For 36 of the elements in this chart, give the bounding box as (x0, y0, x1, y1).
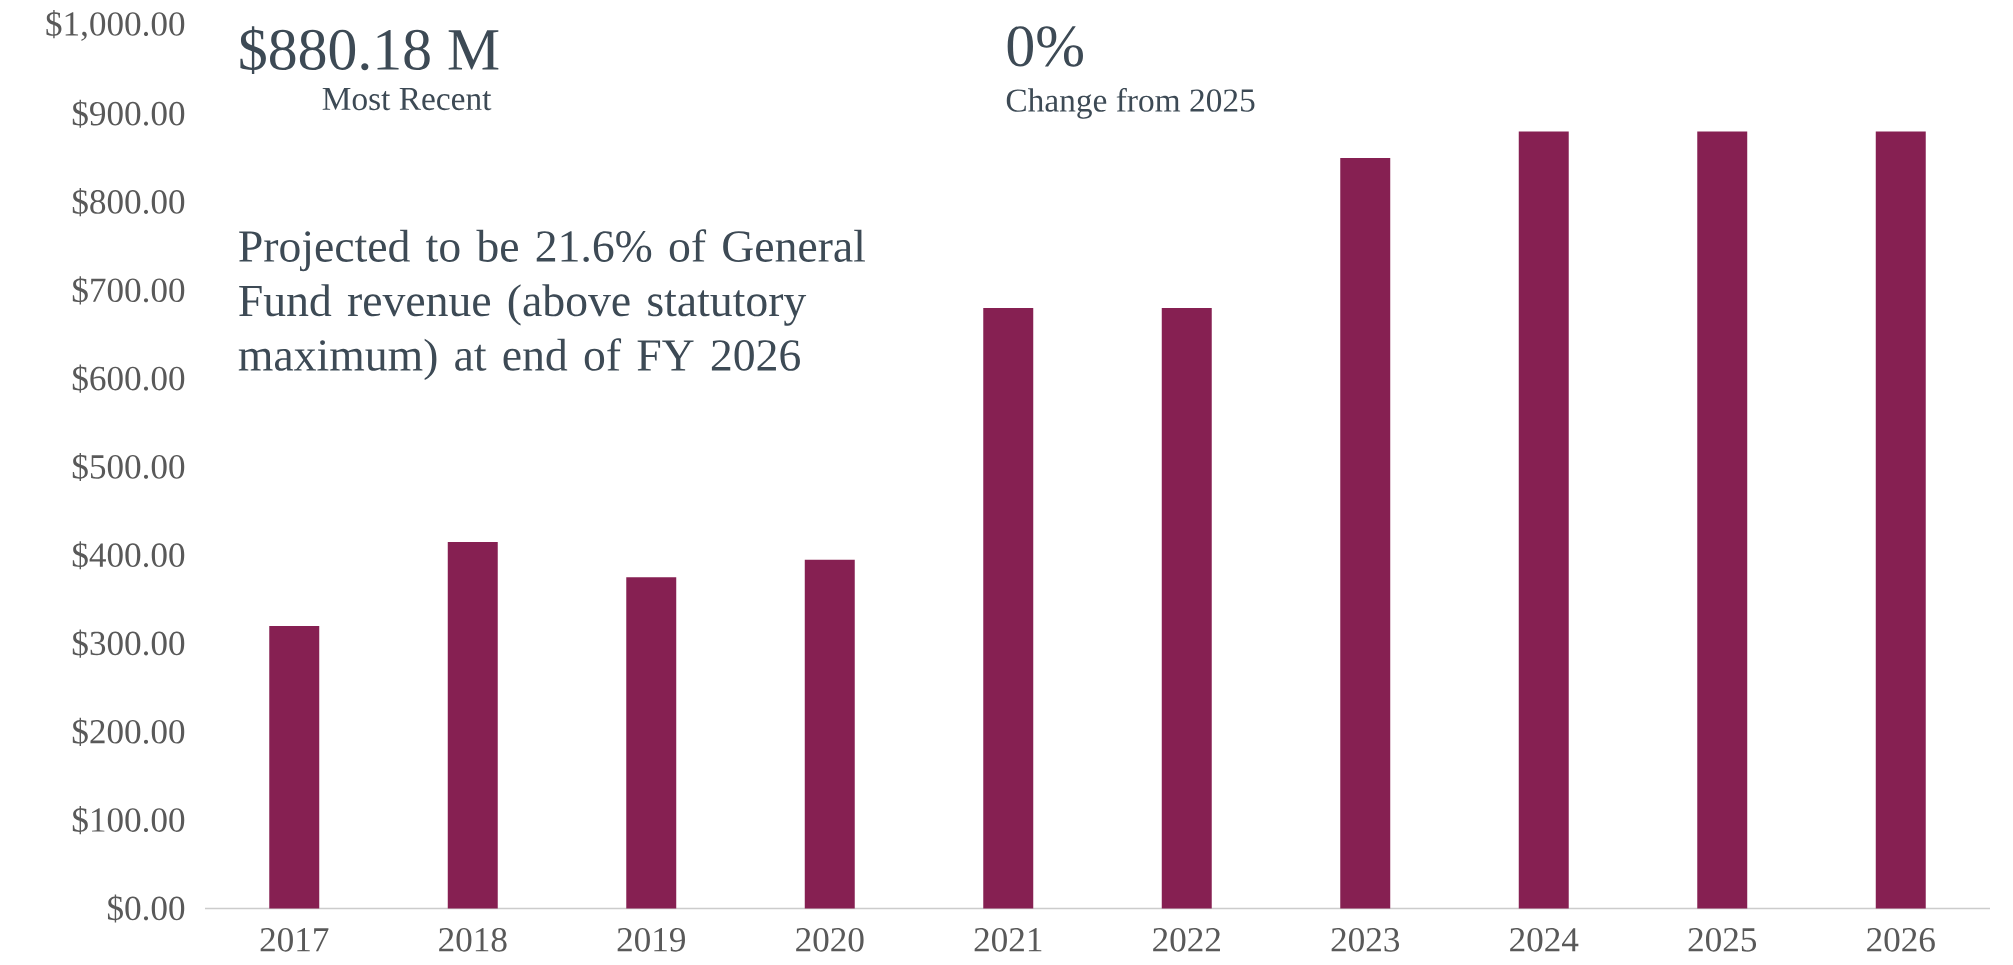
annotation: 0% (1007, 26, 1083, 67)
y-tick-label: $500.00 (72, 452, 185, 482)
annotation: Change from 2025 (1006, 87, 1255, 119)
y-tick-label: $700.00 (72, 276, 185, 305)
y-tick-label: $400.00 (72, 541, 185, 570)
x-tick-label: 2019 (617, 927, 685, 952)
annotation: Projected to be 21.6% of General Fund revenue (above statutory maximum) at end of FY 2026 (238, 229, 865, 381)
y-tick-label: $100.00 (72, 806, 185, 835)
x-tick-label: 2020 (796, 927, 864, 952)
y-tick-label: $800.00 (72, 188, 185, 217)
x-tick-label: 2023 (1331, 927, 1400, 952)
bar (983, 308, 1034, 909)
y-tick-label: $200.00 (72, 717, 185, 746)
bar (269, 625, 320, 909)
x-tick-label: 2026 (1867, 927, 1935, 952)
bar (1875, 131, 1926, 909)
x-tick-label: 2024 (1510, 927, 1579, 952)
y-tick-label: $0.00 (107, 894, 185, 923)
x-tick-label: 2022 (1153, 927, 1220, 952)
bar (1161, 308, 1212, 909)
annotation: Most Recent (322, 87, 492, 111)
bar (1340, 157, 1391, 909)
bar (1518, 131, 1569, 909)
y-tick-label: $1,000.00 (46, 10, 185, 41)
bar (804, 559, 855, 909)
bar (626, 577, 677, 909)
bar (447, 542, 498, 909)
y-tick-label: $300.00 (72, 629, 185, 658)
x-tick-label: 2021 (974, 927, 1042, 952)
y-tick-label: $900.00 (72, 99, 185, 128)
bar (1697, 131, 1748, 909)
x-tick-label: 2017 (260, 927, 329, 952)
x-tick-label: 2018 (439, 927, 507, 952)
annotation: $880.18 M (240, 26, 499, 75)
y-tick-label: $600.00 (72, 364, 185, 393)
x-tick-label: 2025 (1688, 927, 1757, 952)
